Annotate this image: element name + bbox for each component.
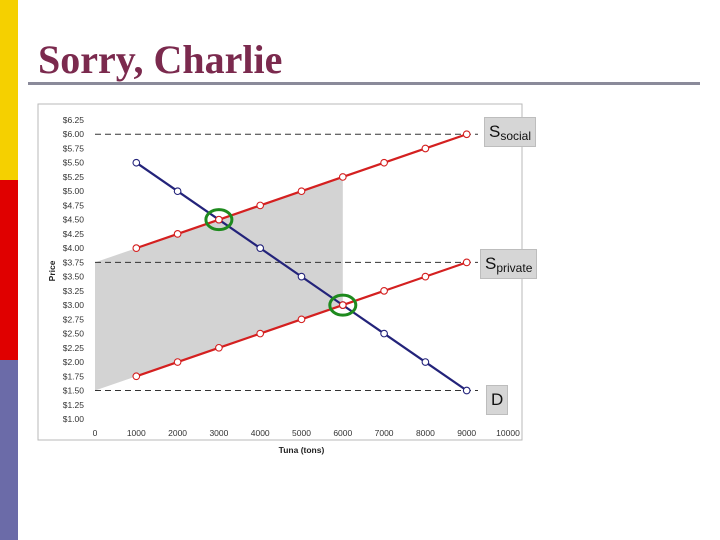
y-tick-label: $2.75: [63, 314, 85, 324]
x-tick-label: 0: [93, 428, 98, 438]
accent-bar-red: [0, 180, 18, 360]
series-point-d: [256, 244, 265, 252]
series-point-s_private: [173, 358, 182, 366]
x-tick-label: 9000: [457, 428, 476, 438]
accent-bar-yellow: [0, 0, 18, 180]
series-point-s_social: [297, 187, 306, 196]
y-tick-label: $3.25: [63, 286, 85, 296]
series-point-s_private: [421, 272, 430, 281]
y-tick-label: $6.25: [63, 115, 85, 125]
label-s-social-sub: social: [500, 129, 532, 143]
y-tick-label: $2.00: [63, 357, 85, 367]
y-tick-label: $2.50: [63, 329, 85, 339]
x-tick-label: 5000: [292, 428, 311, 438]
y-tick-label: $3.00: [63, 300, 85, 310]
y-tick-label: $5.50: [63, 158, 85, 168]
y-tick-label: $1.25: [63, 400, 85, 410]
y-tick-label: $5.00: [63, 186, 85, 196]
x-axis-label: Tuna (tons): [279, 445, 325, 455]
y-tick-label: $1.00: [63, 414, 85, 424]
label-s-social-main: S: [489, 122, 501, 141]
y-tick-label: $5.75: [63, 143, 85, 153]
shaded-region: [95, 176, 343, 391]
equilibrium-marker-0: [204, 208, 234, 232]
series-point-s_private: [338, 301, 347, 309]
series-point-d: [421, 358, 430, 366]
y-tick-label: $3.50: [63, 272, 85, 282]
series-point-s_social: [338, 173, 347, 181]
x-tick-label: 2000: [168, 428, 187, 438]
y-axis-label: Price: [47, 260, 57, 281]
accent-bar-purple: [0, 360, 18, 540]
series-point-d: [297, 272, 306, 281]
series-point-s_social: [215, 215, 223, 224]
y-tick-label: $3.75: [63, 257, 85, 267]
series-point-s_social: [421, 144, 430, 153]
series-point-s_private: [297, 315, 306, 324]
y-tick-label: $4.00: [63, 243, 85, 253]
series-point-s_private: [256, 329, 265, 338]
y-tick-label: $4.25: [63, 229, 85, 239]
series-point-s_private: [462, 258, 471, 267]
series-point-s_social: [380, 158, 388, 167]
label-d-main: D: [491, 390, 504, 409]
series-point-s_private: [215, 343, 223, 352]
y-tick-label: $1.75: [63, 371, 85, 381]
x-tick-label: 1000: [127, 428, 146, 438]
y-tick-label: $1.50: [63, 386, 85, 396]
x-tick-label: 3000: [209, 428, 228, 438]
equilibrium-marker-1: [328, 293, 358, 317]
series-point-d: [380, 329, 388, 338]
slide-title: Sorry, Charlie: [38, 37, 283, 82]
y-tick-label: $4.50: [63, 215, 85, 225]
label-s-private-main: S: [485, 254, 497, 273]
label-s-private-sub: private: [496, 261, 533, 275]
series-point-s_private: [380, 287, 388, 295]
series-point-d: [132, 158, 141, 167]
series-point-s_social: [462, 130, 471, 139]
x-tick-label: 4000: [251, 428, 270, 438]
label-s-social: Ssocial: [484, 117, 537, 147]
x-tick-label: 7000: [375, 428, 394, 438]
x-tick-label: 10000: [496, 428, 520, 438]
label-s-private: Sprivate: [480, 249, 538, 279]
series-point-s_social: [173, 230, 182, 238]
y-tick-label: $4.75: [63, 200, 85, 210]
title-rule: [28, 82, 700, 85]
label-d: D: [486, 385, 509, 415]
series-point-d: [462, 386, 471, 395]
series-point-s_social: [132, 244, 141, 252]
series-point-s_social: [256, 201, 265, 210]
x-tick-label: 8000: [416, 428, 435, 438]
series-point-s_private: [132, 372, 141, 381]
series-point-d: [173, 187, 182, 196]
y-tick-label: $2.25: [63, 343, 85, 353]
x-tick-label: 6000: [333, 428, 352, 438]
y-tick-label: $6.00: [63, 129, 85, 139]
y-tick-label: $5.25: [63, 172, 85, 182]
